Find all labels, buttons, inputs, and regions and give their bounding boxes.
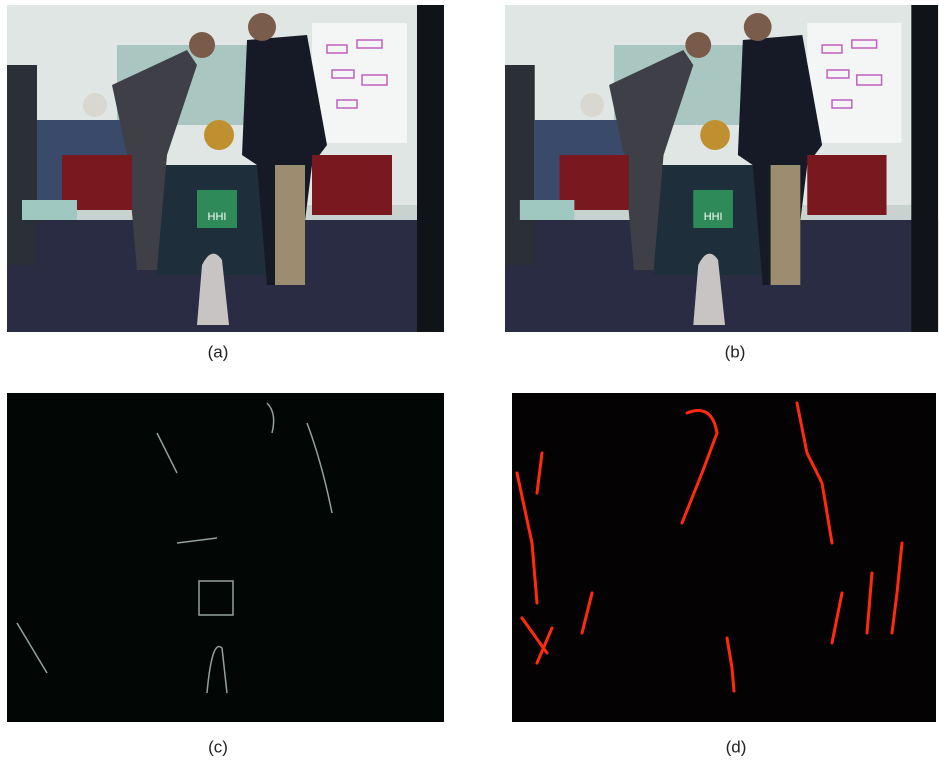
panel-d [512,393,936,722]
caption: (b) [725,342,746,361]
caption: (a) [208,342,229,361]
figure: HHI (a) (b) (c) [0,0,939,764]
panel-c [7,393,444,722]
panel-b [505,5,938,332]
caption: (c) [208,737,228,756]
panel-a [7,5,444,332]
caption: (d) [726,737,747,756]
